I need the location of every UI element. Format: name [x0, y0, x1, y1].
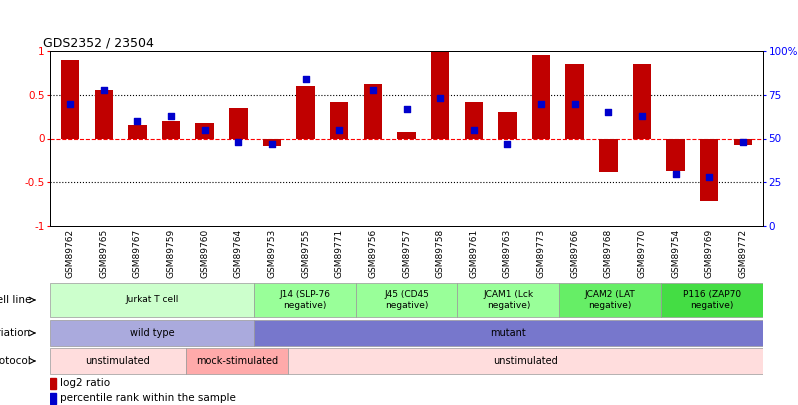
Text: GSM89770: GSM89770: [638, 229, 646, 278]
Text: GSM89768: GSM89768: [604, 229, 613, 278]
Point: [366, 86, 379, 93]
Point: [568, 100, 581, 107]
Text: log2 ratio: log2 ratio: [60, 378, 110, 388]
Point: [737, 139, 749, 145]
Text: GSM89758: GSM89758: [436, 229, 444, 278]
Point: [299, 76, 312, 82]
Point: [164, 113, 177, 119]
Text: protocol: protocol: [0, 356, 31, 366]
Text: GDS2352 / 23504: GDS2352 / 23504: [43, 37, 154, 50]
Text: mutant: mutant: [491, 328, 526, 338]
Point: [703, 174, 716, 180]
Bar: [254, 283, 356, 318]
Text: GSM89753: GSM89753: [267, 229, 276, 278]
Bar: [733, 139, 752, 145]
Bar: [498, 112, 516, 139]
Text: GSM89764: GSM89764: [234, 229, 243, 278]
Point: [670, 170, 682, 177]
Point: [199, 126, 211, 133]
Bar: [263, 139, 281, 145]
Text: JCAM2 (LAT
negative): JCAM2 (LAT negative): [585, 290, 635, 310]
Point: [535, 100, 547, 107]
Bar: [464, 102, 483, 139]
Point: [400, 106, 413, 112]
Point: [333, 126, 346, 133]
Point: [64, 100, 77, 107]
Point: [468, 126, 480, 133]
Text: GSM89771: GSM89771: [334, 229, 344, 278]
Bar: [50, 393, 57, 403]
Bar: [287, 348, 763, 374]
Text: GSM89757: GSM89757: [402, 229, 411, 278]
Text: cell line: cell line: [0, 295, 31, 305]
Bar: [356, 283, 457, 318]
Text: GSM89767: GSM89767: [133, 229, 142, 278]
Text: GSM89759: GSM89759: [167, 229, 176, 278]
Text: percentile rank within the sample: percentile rank within the sample: [60, 393, 236, 403]
Bar: [61, 60, 80, 139]
Point: [602, 109, 614, 115]
Text: GSM89772: GSM89772: [738, 229, 747, 278]
Text: GSM89754: GSM89754: [671, 229, 680, 278]
Bar: [700, 139, 718, 202]
Bar: [50, 283, 254, 318]
Text: unstimulated: unstimulated: [493, 356, 558, 366]
Text: GSM89762: GSM89762: [65, 229, 75, 278]
Bar: [457, 283, 559, 318]
Text: unstimulated: unstimulated: [85, 356, 150, 366]
Text: GSM89765: GSM89765: [99, 229, 109, 278]
Text: GSM89769: GSM89769: [705, 229, 713, 278]
Bar: [330, 102, 349, 139]
Text: GSM89756: GSM89756: [369, 229, 377, 278]
Text: wild type: wild type: [129, 328, 174, 338]
Point: [97, 86, 110, 93]
Bar: [431, 51, 449, 139]
Text: JCAM1 (Lck
negative): JCAM1 (Lck negative): [484, 290, 533, 310]
Bar: [186, 348, 287, 374]
Text: GSM89761: GSM89761: [469, 229, 478, 278]
Text: genotype/variation: genotype/variation: [0, 328, 31, 338]
Bar: [50, 320, 254, 346]
Bar: [559, 283, 661, 318]
Text: Jurkat T cell: Jurkat T cell: [125, 296, 179, 305]
Bar: [50, 348, 186, 374]
Bar: [531, 55, 551, 139]
Bar: [50, 378, 57, 388]
Bar: [364, 84, 382, 139]
Bar: [566, 64, 584, 139]
Text: GSM89760: GSM89760: [200, 229, 209, 278]
Text: GSM89755: GSM89755: [301, 229, 310, 278]
Bar: [666, 139, 685, 171]
Point: [501, 141, 514, 147]
Text: GSM89773: GSM89773: [536, 229, 546, 278]
Bar: [196, 123, 214, 139]
Text: P116 (ZAP70
negative): P116 (ZAP70 negative): [683, 290, 741, 310]
Point: [232, 139, 245, 145]
Point: [635, 113, 648, 119]
Bar: [661, 283, 763, 318]
Bar: [296, 86, 315, 139]
Bar: [229, 108, 247, 139]
Text: J45 (CD45
negative): J45 (CD45 negative): [384, 290, 429, 310]
Bar: [94, 90, 113, 139]
Bar: [162, 121, 180, 139]
Bar: [128, 126, 147, 139]
Text: mock-stimulated: mock-stimulated: [196, 356, 278, 366]
Text: GSM89766: GSM89766: [570, 229, 579, 278]
Bar: [599, 139, 618, 172]
Bar: [254, 320, 763, 346]
Bar: [397, 132, 416, 139]
Text: J14 (SLP-76
negative): J14 (SLP-76 negative): [279, 290, 330, 310]
Bar: [633, 64, 651, 139]
Text: GSM89763: GSM89763: [503, 229, 512, 278]
Point: [266, 141, 279, 147]
Point: [131, 118, 144, 124]
Point: [434, 95, 447, 102]
